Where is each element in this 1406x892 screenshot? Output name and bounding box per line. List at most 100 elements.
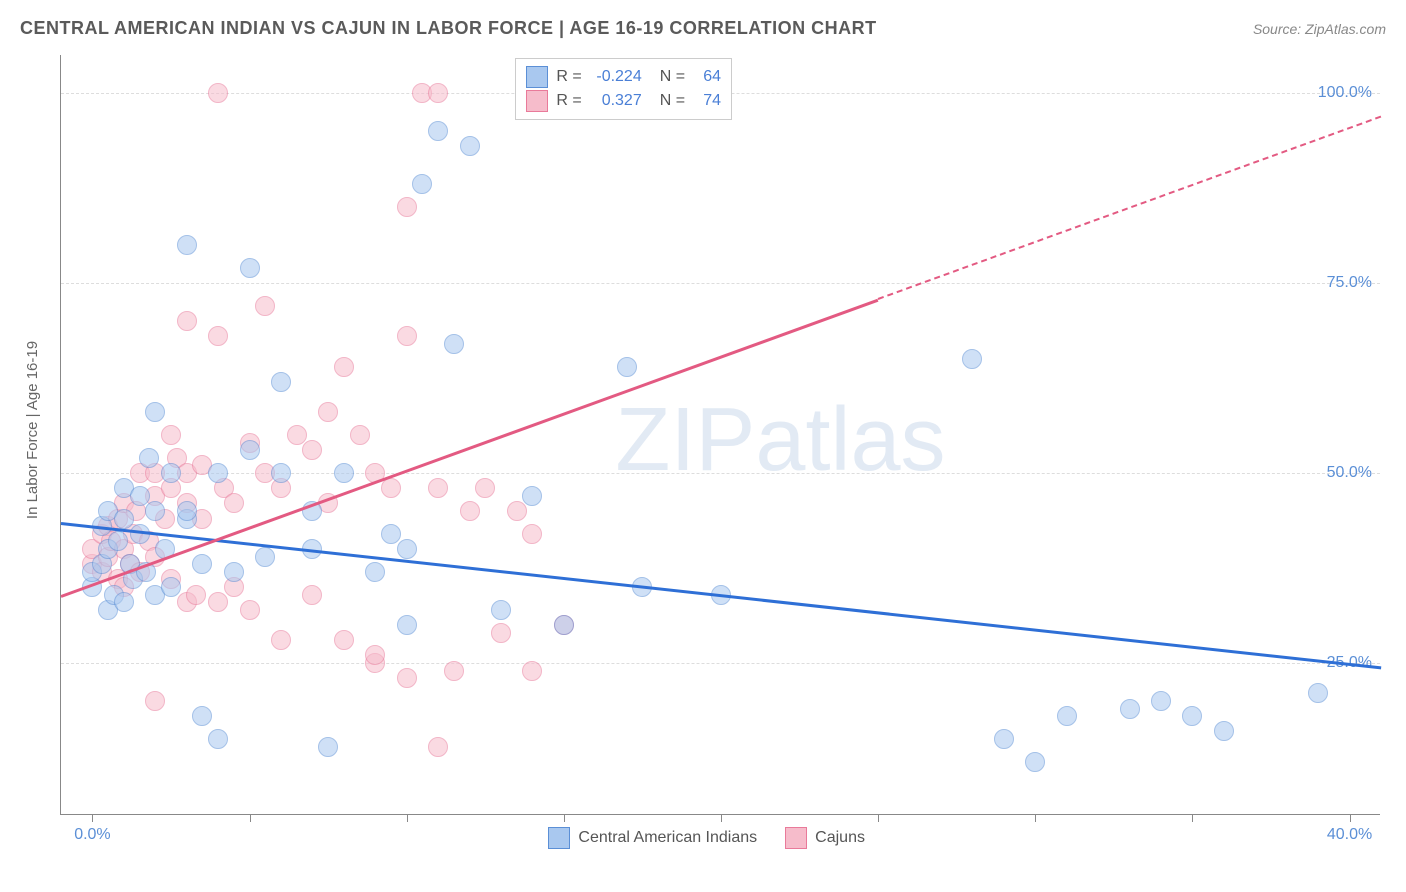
scatter-point-cajun xyxy=(522,661,542,681)
scatter-point-cai xyxy=(522,486,542,506)
chart-title: CENTRAL AMERICAN INDIAN VS CAJUN IN LABO… xyxy=(20,18,877,39)
legend-label: Cajuns xyxy=(815,829,865,847)
scatter-point-cai xyxy=(177,501,197,521)
legend-item-cajun: Cajuns xyxy=(785,827,865,849)
scatter-point-cajun xyxy=(334,357,354,377)
scatter-point-cai xyxy=(318,737,338,757)
scatter-point-cajun xyxy=(491,623,511,643)
scatter-point-cai xyxy=(224,562,244,582)
scatter-point-cai xyxy=(208,463,228,483)
scatter-point-cai xyxy=(139,448,159,468)
scatter-point-cai xyxy=(397,539,417,559)
x-tick xyxy=(1035,814,1036,822)
scatter-point-cajun xyxy=(475,478,495,498)
scatter-point-cai xyxy=(381,524,401,544)
scatter-point-cajun xyxy=(397,197,417,217)
scatter-point-cajun xyxy=(255,296,275,316)
stats-row-cajun: R = 0.327 N = 74 xyxy=(526,89,721,113)
trend-line xyxy=(878,116,1382,300)
stats-legend: R =-0.224N =64R =0.327N =74 xyxy=(515,58,732,120)
scatter-point-cajun xyxy=(161,425,181,445)
scatter-point-cajun xyxy=(365,645,385,665)
x-tick-label: 40.0% xyxy=(1327,826,1372,844)
r-value: 0.327 xyxy=(590,89,642,113)
scatter-point-cai xyxy=(428,121,448,141)
x-tick xyxy=(564,814,565,822)
n-value: 64 xyxy=(693,65,721,89)
scatter-point-cajun xyxy=(287,425,307,445)
scatter-point-cai xyxy=(1182,706,1202,726)
scatter-point-cajun xyxy=(428,83,448,103)
source-label: Source: ZipAtlas.com xyxy=(1253,21,1386,37)
scatter-point-cai xyxy=(460,136,480,156)
stats-row-cai: R =-0.224N =64 xyxy=(526,65,721,89)
scatter-point-cajun xyxy=(334,630,354,650)
scatter-point-cai xyxy=(962,349,982,369)
scatter-point-cajun xyxy=(397,668,417,688)
y-axis-title: In Labor Force | Age 16-19 xyxy=(24,341,41,519)
legend-label: Central American Indians xyxy=(578,829,757,847)
scatter-point-cajun xyxy=(271,630,291,650)
scatter-point-cajun xyxy=(318,402,338,422)
y-tick-label: 50.0% xyxy=(1327,464,1372,482)
scatter-point-cai xyxy=(994,729,1014,749)
scatter-point-cai xyxy=(444,334,464,354)
scatter-point-cajun xyxy=(208,592,228,612)
scatter-point-cajun xyxy=(397,326,417,346)
scatter-point-cajun xyxy=(381,478,401,498)
scatter-point-cai xyxy=(491,600,511,620)
scatter-point-cai xyxy=(617,357,637,377)
scatter-point-cai xyxy=(161,463,181,483)
scatter-point-cai xyxy=(412,174,432,194)
scatter-point-cai xyxy=(161,577,181,597)
scatter-point-cajun xyxy=(428,737,448,757)
scatter-point-cai xyxy=(1151,691,1171,711)
scatter-point-cajun xyxy=(460,501,480,521)
swatch-cai xyxy=(526,66,548,88)
x-tick xyxy=(407,814,408,822)
scatter-point-cai xyxy=(130,486,150,506)
x-tick-label: 0.0% xyxy=(74,826,110,844)
scatter-point-cai xyxy=(271,372,291,392)
x-tick xyxy=(1350,814,1351,822)
watermark: ZIPatlas xyxy=(615,389,945,492)
scatter-point-cajun xyxy=(302,585,322,605)
r-label: R = xyxy=(556,65,581,89)
scatter-point-cai xyxy=(114,592,134,612)
swatch-cajun xyxy=(785,827,807,849)
scatter-point-cajun xyxy=(177,311,197,331)
scatter-point-cai xyxy=(397,615,417,635)
x-tick xyxy=(878,814,879,822)
scatter-point-cai xyxy=(208,729,228,749)
y-gridline xyxy=(61,663,1380,664)
scatter-point-cajun xyxy=(240,600,260,620)
scatter-point-cai xyxy=(192,554,212,574)
title-bar: CENTRAL AMERICAN INDIAN VS CAJUN IN LABO… xyxy=(20,18,1386,39)
scatter-point-cajun xyxy=(186,585,206,605)
plot-area: ZIPatlas 25.0%50.0%75.0%100.0%0.0%40.0% xyxy=(60,55,1380,815)
scatter-point-cai xyxy=(145,402,165,422)
x-tick xyxy=(721,814,722,822)
n-label: N = xyxy=(660,65,685,89)
scatter-point-cai xyxy=(1057,706,1077,726)
scatter-point-cai xyxy=(108,531,128,551)
scatter-point-cai xyxy=(177,235,197,255)
scatter-point-cai xyxy=(114,509,134,529)
r-label: R = xyxy=(556,89,581,113)
scatter-point-cajun xyxy=(350,425,370,445)
swatch-cai xyxy=(548,827,570,849)
scatter-point-cai xyxy=(365,562,385,582)
scatter-point-cajun xyxy=(224,493,244,513)
n-value: 74 xyxy=(693,89,721,113)
legend-bottom: Central American Indians Cajuns xyxy=(548,827,865,849)
scatter-point-cai xyxy=(255,547,275,567)
scatter-point-cajun xyxy=(507,501,527,521)
scatter-point-cajun xyxy=(302,440,322,460)
x-tick xyxy=(1192,814,1193,822)
scatter-point-cai xyxy=(1214,721,1234,741)
x-tick xyxy=(92,814,93,822)
n-label: N = xyxy=(660,89,685,113)
scatter-point-cajun xyxy=(522,524,542,544)
scatter-point-cajun xyxy=(208,83,228,103)
scatter-point-cajun xyxy=(444,661,464,681)
